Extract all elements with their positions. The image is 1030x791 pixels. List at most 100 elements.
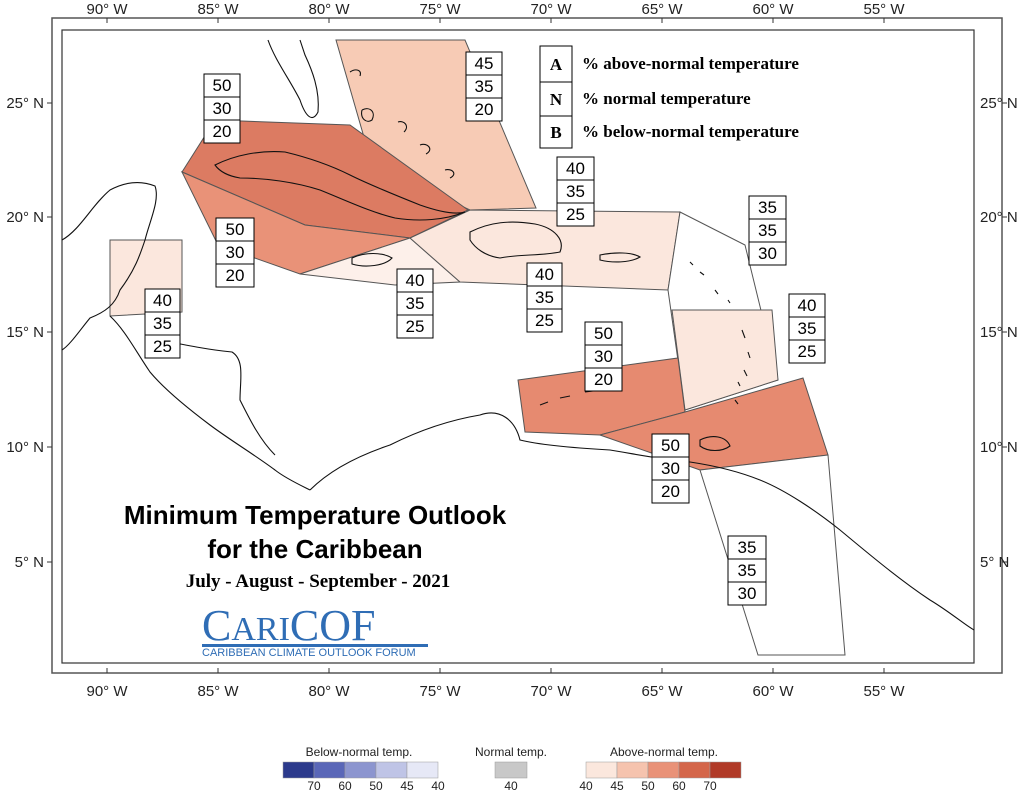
lon-label-bottom: 90° W [86, 683, 128, 700]
prob-below: 25 [153, 337, 172, 356]
lon-label-bottom: 65° W [641, 683, 683, 700]
lat-label-left: 10° N [6, 439, 44, 456]
prob-above: 50 [661, 436, 680, 455]
coastline-cuba [214, 151, 466, 221]
legend-below-swatch [375, 761, 408, 779]
prob-box-hispaniola-pr: 40 35 25 [526, 262, 563, 333]
lon-label-top: 55° W [863, 1, 905, 18]
prob-box-trinidad-tobago: 50 30 20 [651, 433, 690, 504]
prob-normal: 30 [226, 243, 245, 262]
lon-label-bottom: 85° W [197, 683, 239, 700]
prob-above: 50 [594, 324, 613, 343]
legend-above-swatch [709, 761, 742, 779]
prob-above: 40 [153, 291, 172, 310]
prob-normal: 30 [661, 459, 680, 478]
axes: 90° W 90° W 85° W 85° W 80° W 80° W 75° W 75° W… [6, 1, 1017, 700]
legend-normal-label: Normal temp. [475, 745, 547, 759]
prob-normal: 35 [798, 319, 817, 338]
prob-above: 50 [213, 76, 232, 95]
coastline-puerto-rico [599, 252, 642, 263]
prob-box-cayman-jamaica: 50 30 20 [215, 217, 255, 288]
legend-normal-value: 40 [504, 779, 518, 791]
lon-label-top: 70° W [530, 1, 572, 18]
prob-above: 35 [738, 538, 757, 557]
prob-box-belize: 40 35 25 [144, 288, 181, 359]
prob-cell [144, 334, 181, 359]
lat-label-right: 20° N [980, 209, 1018, 226]
coastline-yucatan-central-america [61, 181, 311, 491]
prob-below: 30 [758, 244, 777, 263]
key-text-normal: % normal temperature [582, 89, 751, 108]
legend-above-swatch [647, 761, 680, 779]
legend-above-swatch [616, 761, 649, 779]
lon-label-top: 60° W [752, 1, 794, 18]
legend-above-value: 50 [641, 779, 655, 791]
probability-labels: 45 35 20 50 30 20 50 30 20 40 35 25 40 35 25 40 35 25 40 35… [144, 51, 826, 606]
lat-label-right: 15° N [980, 324, 1018, 341]
lat-label-left: 15° N [6, 324, 44, 341]
legend-above-value: 45 [610, 779, 624, 791]
color-legend: Below-normal temp. Normal temp. Above-no… [282, 745, 742, 791]
prob-above: 40 [566, 159, 585, 178]
legend-below-value: 50 [369, 779, 383, 791]
lat-label-left: 20° N [6, 209, 44, 226]
legend-above-value: 60 [672, 779, 686, 791]
legend-below-label: Below-normal temp. [306, 745, 413, 759]
lon-label-bottom: 55° W [863, 683, 905, 700]
prob-cell [748, 241, 787, 266]
lon-label-top: 75° W [419, 1, 461, 18]
lon-label-bottom: 80° W [308, 683, 350, 700]
prob-normal: 35 [153, 314, 172, 333]
coastline-jamaica [351, 252, 393, 267]
key-text-below: % below-normal temperature [582, 122, 799, 141]
prob-below: 25 [798, 342, 817, 361]
prob-below: 20 [661, 482, 680, 501]
legend-below-value: 40 [431, 779, 445, 791]
prob-box-bahamas: 45 35 20 [465, 51, 503, 122]
lat-label-right: 25° N [980, 95, 1018, 112]
map-title-line1: Minimum Temperature Outlook [124, 500, 507, 530]
key-letter-b: B [550, 123, 561, 142]
lon-label-top: 65° W [641, 1, 683, 18]
legend-below-swatch [406, 761, 439, 779]
coastline-trinidad [699, 436, 731, 452]
probability-key: A N B % above-normal temperature % norma… [539, 45, 799, 149]
season-label: July - August - September - 2021 [186, 571, 451, 592]
key-letter-box-n [539, 81, 573, 117]
prob-cell [788, 339, 826, 364]
legend-above-swatch [585, 761, 618, 779]
prob-cell [651, 479, 690, 504]
prob-above: 40 [406, 271, 425, 290]
legend-above-swatch [678, 761, 711, 779]
prob-below: 30 [738, 584, 757, 603]
prob-above: 40 [798, 296, 817, 315]
prob-cell [556, 202, 595, 227]
lon-label-top: 90° W [86, 1, 128, 18]
key-text-above: % above-normal temperature [582, 54, 799, 73]
legend-above-label: Above-normal temp. [610, 745, 718, 759]
key-letter-box-a [539, 45, 573, 83]
prob-box-guianas: 35 35 30 [727, 535, 767, 606]
prob-box-windwards: 40 35 25 [788, 293, 826, 364]
prob-above: 50 [226, 220, 245, 239]
prob-above: 45 [475, 54, 494, 73]
prob-below: 20 [594, 370, 613, 389]
prob-below: 20 [475, 100, 494, 119]
svg-text:CARIBBEAN CLIMATE OUTLOOK FORU: CARIBBEAN CLIMATE OUTLOOK FORUM [202, 647, 416, 659]
lat-label-right: 5° N [980, 554, 1009, 571]
lon-label-bottom: 75° W [419, 683, 461, 700]
prob-above: 40 [535, 265, 554, 284]
prob-normal: 35 [535, 288, 554, 307]
legend-below-value: 60 [338, 779, 352, 791]
legend-below-swatch [282, 761, 315, 779]
prob-below: 25 [406, 317, 425, 336]
coastline-hispaniola [469, 221, 562, 259]
prob-above: 35 [758, 198, 777, 217]
prob-below: 25 [566, 205, 585, 224]
key-letter-a: A [550, 55, 563, 74]
prob-box-jamaica-south: 40 35 25 [396, 268, 434, 339]
legend-above-value: 70 [703, 779, 717, 791]
lat-label-right: 10° N [980, 439, 1018, 456]
lat-label-left: 25° N [6, 95, 44, 112]
